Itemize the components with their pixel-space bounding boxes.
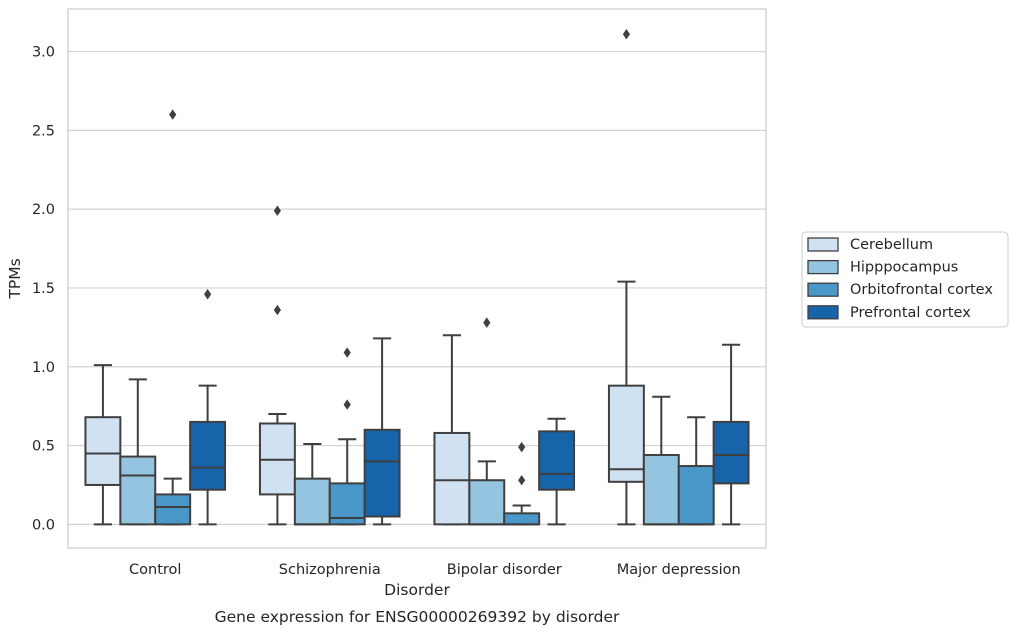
outlier-marker [204,289,212,300]
box-iqr [468,479,506,526]
box-series-group [84,29,750,526]
outlier-marker [273,304,281,316]
legend-swatch [807,305,839,320]
box-iqr [433,431,471,526]
y-tick-label: 1.5 [32,281,55,297]
box-group [677,416,715,526]
box-iqr [642,454,680,526]
outlier-marker [518,475,526,486]
box-group [258,205,296,526]
box-group [363,337,401,526]
box-iqr [154,493,192,526]
y-tick-label: 0.5 [32,439,55,455]
outlier-marker [169,109,177,120]
x-tick-label: Bipolar disorder [447,562,562,578]
legend-swatch [807,259,839,275]
outlier-marker [483,317,491,328]
box-iqr [503,512,541,526]
legend-swatch [807,237,839,252]
box-iqr [677,465,715,526]
x-tick-label: Control [129,562,181,578]
box-iqr [712,420,750,485]
chart-caption: Gene expression for ENSG00000269392 by d… [215,608,620,626]
legend-label: Prefrontal cortex [850,305,971,321]
box-group [84,364,122,526]
legend-swatch [807,282,839,297]
box-iqr [84,416,122,486]
legend-label: Orbitofrontal cortex [850,282,993,298]
plot-area-frame [67,8,767,549]
y-tick-label: 2.5 [32,123,55,139]
box-group [642,395,680,526]
box-group [468,317,506,526]
legend-label: Hipppocampus [850,260,958,276]
x-axis-title: Disorder [384,581,450,599]
legend-frame [801,231,1009,328]
box-group [433,334,471,526]
box-iqr [119,455,157,526]
box-group [538,417,576,526]
outlier-marker [273,205,281,216]
y-tick-labels: 0.0 0.5 1.0 1.5 2.0 2.5 3.0 [32,45,55,534]
outlier-marker [622,29,630,40]
y-tick-label: 3.0 [32,45,55,61]
box-group [154,109,192,526]
box-group [712,343,750,526]
outlier-marker [343,347,351,358]
y-axis-title: TPMs [6,258,24,299]
box-iqr [189,420,227,491]
y-tick-label: 0.0 [32,517,55,533]
box-group [189,289,227,526]
y-tick-label: 2.0 [32,202,55,218]
box-iqr [538,430,576,491]
outlier-marker [518,441,526,453]
legend-label: Cerebellum [850,237,933,253]
box-group [293,442,331,526]
outlier-marker [343,399,351,410]
x-tick-labels: Control Schizophrenia Bipolar disorder Majo… [129,562,741,578]
box-iqr [363,428,401,518]
box-group [119,378,157,526]
legend: Cerebellum Hipppocampus Orbitofrontal cort… [801,231,1009,328]
box-iqr [607,384,645,483]
x-tick-label: Schizophrenia [279,562,381,578]
box-group [503,441,541,526]
box-group [328,347,366,526]
y-tick-label: 1.0 [32,360,55,376]
x-tick-label: Major depression [617,562,741,578]
box-group [607,29,645,526]
box-iqr [293,477,331,526]
